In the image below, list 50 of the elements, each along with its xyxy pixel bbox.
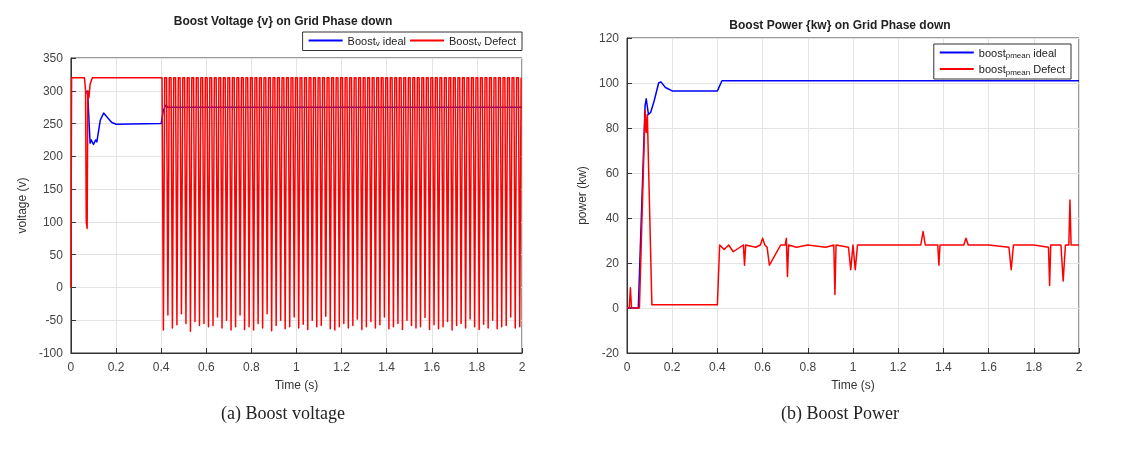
chart-title: Boost Voltage {v} on Grid Phase down xyxy=(173,14,393,28)
y-tick-label: 0 xyxy=(56,280,64,295)
x-tick-label: 0.2 xyxy=(107,360,125,374)
chart-title: Boost Power {kw} on Grid Phase down xyxy=(729,18,951,32)
x-tick-label: 1 xyxy=(849,360,857,374)
y-tick-label: 80 xyxy=(605,121,620,135)
x-tick-label: 0.6 xyxy=(754,360,772,374)
y-tick-label: 150 xyxy=(42,182,64,197)
x-tick-label: 1.6 xyxy=(423,360,441,374)
x-tick-label: 1 xyxy=(293,360,301,374)
y-tick-label: 200 xyxy=(42,149,64,164)
line-series xyxy=(85,90,523,146)
y-tick-label: -50 xyxy=(45,313,64,328)
x-tick-label: 1.4 xyxy=(378,360,396,374)
x-tick-label: 0.4 xyxy=(709,360,727,374)
x-tick-label: 2 xyxy=(1075,360,1083,374)
text: (a) Boost voltage xyxy=(220,403,346,424)
x-tick-label: 1.8 xyxy=(1025,360,1043,374)
x-axis-title: Time (s) xyxy=(831,378,875,392)
y-tick-label: 350 xyxy=(42,51,64,65)
x-tick-label: 1.8 xyxy=(468,360,486,374)
y-tick-label: 250 xyxy=(42,116,64,131)
line-series xyxy=(70,76,522,333)
x-tick-label: 1.4 xyxy=(935,360,953,374)
y-tick-label: 50 xyxy=(49,247,64,262)
y-tick-label: 40 xyxy=(605,211,620,225)
text: (b) Boost Power xyxy=(780,403,900,424)
x-tick-label: 0.2 xyxy=(663,360,681,374)
x-tick-label: 0.6 xyxy=(197,360,215,374)
y-axis-title: power (kw) xyxy=(575,166,590,225)
y-tick-label: 100 xyxy=(598,76,620,90)
x-tick-label: 0.8 xyxy=(243,360,261,374)
x-tick-label: 0 xyxy=(623,360,631,374)
y-tick-label: 60 xyxy=(605,166,620,180)
x-tick-label: 1.6 xyxy=(980,360,998,374)
y-tick-label: 20 xyxy=(605,256,620,270)
y-tick-label: 100 xyxy=(42,214,64,229)
x-tick-label: 1.2 xyxy=(889,360,907,374)
y-tick-label: 300 xyxy=(42,83,64,98)
x-tick-label: 0 xyxy=(67,360,75,374)
y-tick-label: 120 xyxy=(598,31,620,45)
x-axis-title: Time (s) xyxy=(274,378,319,392)
x-tick-label: 2 xyxy=(518,360,526,374)
y-axis-title: voltage (v) xyxy=(15,177,29,234)
x-tick-label: 0.8 xyxy=(799,360,817,374)
x-tick-label: 1.2 xyxy=(333,360,351,374)
x-tick-label: 0.4 xyxy=(152,360,170,374)
y-tick-label: -20 xyxy=(601,346,620,360)
y-tick-label: -100 xyxy=(38,346,64,360)
y-tick-label: 0 xyxy=(612,301,620,315)
